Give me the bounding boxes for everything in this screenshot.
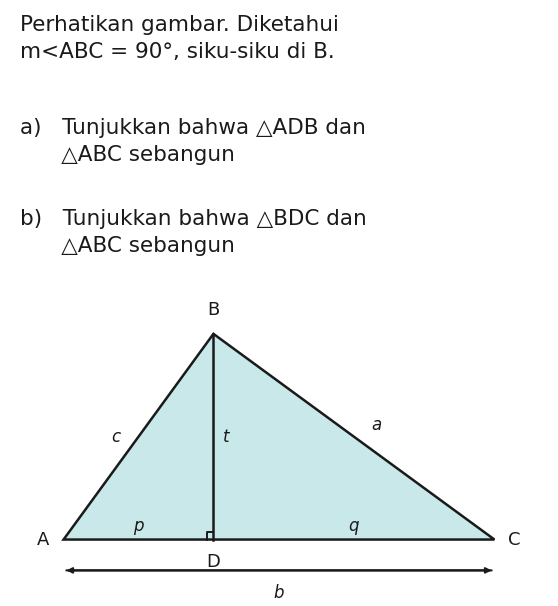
Text: Perhatikan gambar. Diketahui
m<ABC = 90°, siku-siku di B.: Perhatikan gambar. Diketahui m<ABC = 90°…: [20, 15, 338, 62]
Text: t: t: [223, 428, 229, 445]
Text: b)   Tunjukkan bahwa △BDC dan
      △ABC sebangun: b) Tunjukkan bahwa △BDC dan △ABC sebangu…: [20, 209, 366, 256]
Text: C: C: [508, 530, 521, 548]
Text: c: c: [112, 428, 121, 445]
Text: D: D: [206, 553, 220, 571]
Text: q: q: [349, 517, 359, 535]
Polygon shape: [64, 334, 494, 539]
Text: a: a: [371, 416, 381, 433]
Text: b: b: [274, 584, 284, 602]
Text: A: A: [37, 530, 50, 548]
Text: a)   Tunjukkan bahwa △ADB dan
      △ABC sebangun: a) Tunjukkan bahwa △ADB dan △ABC sebangu…: [20, 118, 365, 165]
Text: B: B: [208, 301, 219, 319]
Text: p: p: [133, 517, 144, 535]
